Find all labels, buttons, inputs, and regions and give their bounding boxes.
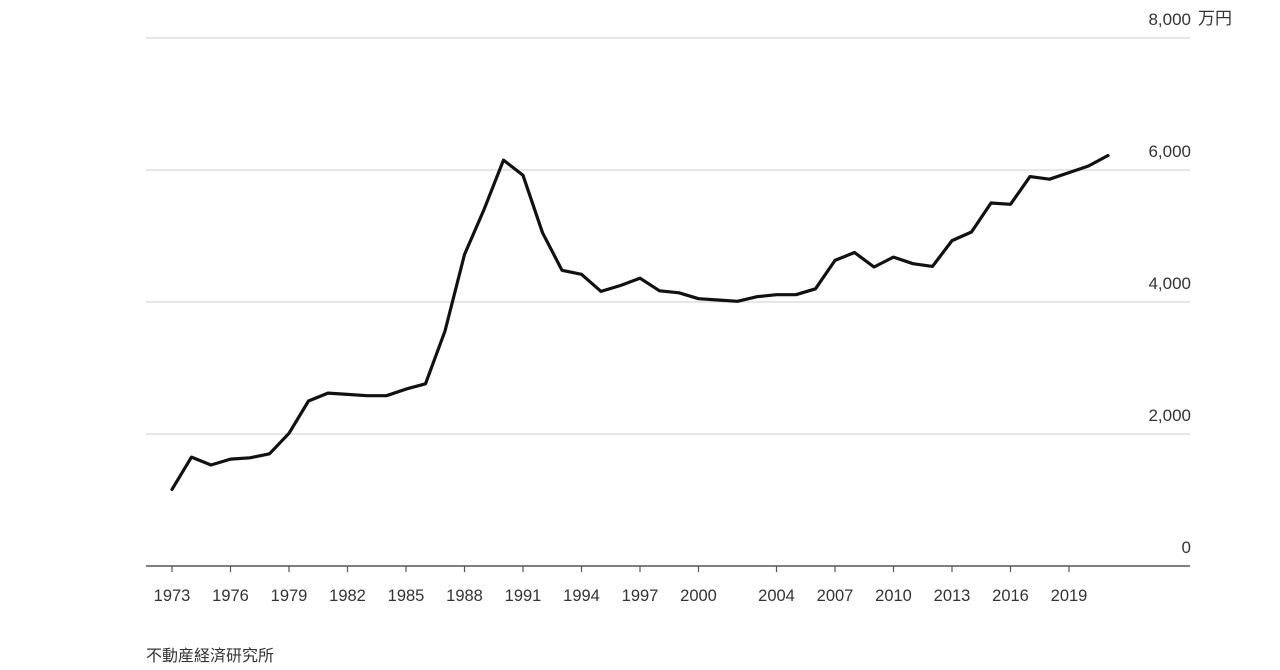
x-tick-label: 2010	[875, 587, 912, 605]
x-tick-label: 1985	[388, 587, 425, 605]
y-tick-label: 2,000	[1148, 406, 1191, 425]
x-tick-label: 2007	[817, 587, 854, 605]
x-tick-label: 1973	[154, 587, 191, 605]
y-tick-label: 0	[1182, 538, 1191, 557]
x-tick-label: 1991	[505, 587, 542, 605]
x-tick-label: 1988	[446, 587, 483, 605]
unit-label: 万円	[1198, 9, 1232, 28]
y-tick-label: 8,000	[1148, 10, 1191, 29]
source-note: 不動産経済研究所	[146, 646, 275, 665]
x-tick-label: 1994	[563, 587, 600, 605]
x-tick-label: 1976	[212, 587, 249, 605]
x-tick-label: 1997	[622, 587, 659, 605]
gridlines	[146, 37, 1190, 435]
x-tick-label: 2016	[992, 587, 1029, 605]
x-tick-label: 1979	[271, 587, 308, 605]
y-tick-label: 6,000	[1148, 142, 1191, 161]
y-tick-label: 4,000	[1148, 274, 1191, 293]
y-axis-labels: 0 2,000 4,000 6,000 8,000	[1148, 10, 1191, 557]
x-tick-label: 2013	[934, 587, 971, 605]
x-axis-labels: 1973 1976 1979 1982 1985 1988 1991 1994 1997 2000…	[154, 566, 1088, 605]
series-line	[170, 153, 1110, 491]
x-tick-label: 2019	[1051, 587, 1088, 605]
x-tick-label: 1982	[329, 587, 366, 605]
x-tick-label: 2000	[680, 587, 717, 605]
x-tick-label: 2004	[758, 587, 795, 605]
